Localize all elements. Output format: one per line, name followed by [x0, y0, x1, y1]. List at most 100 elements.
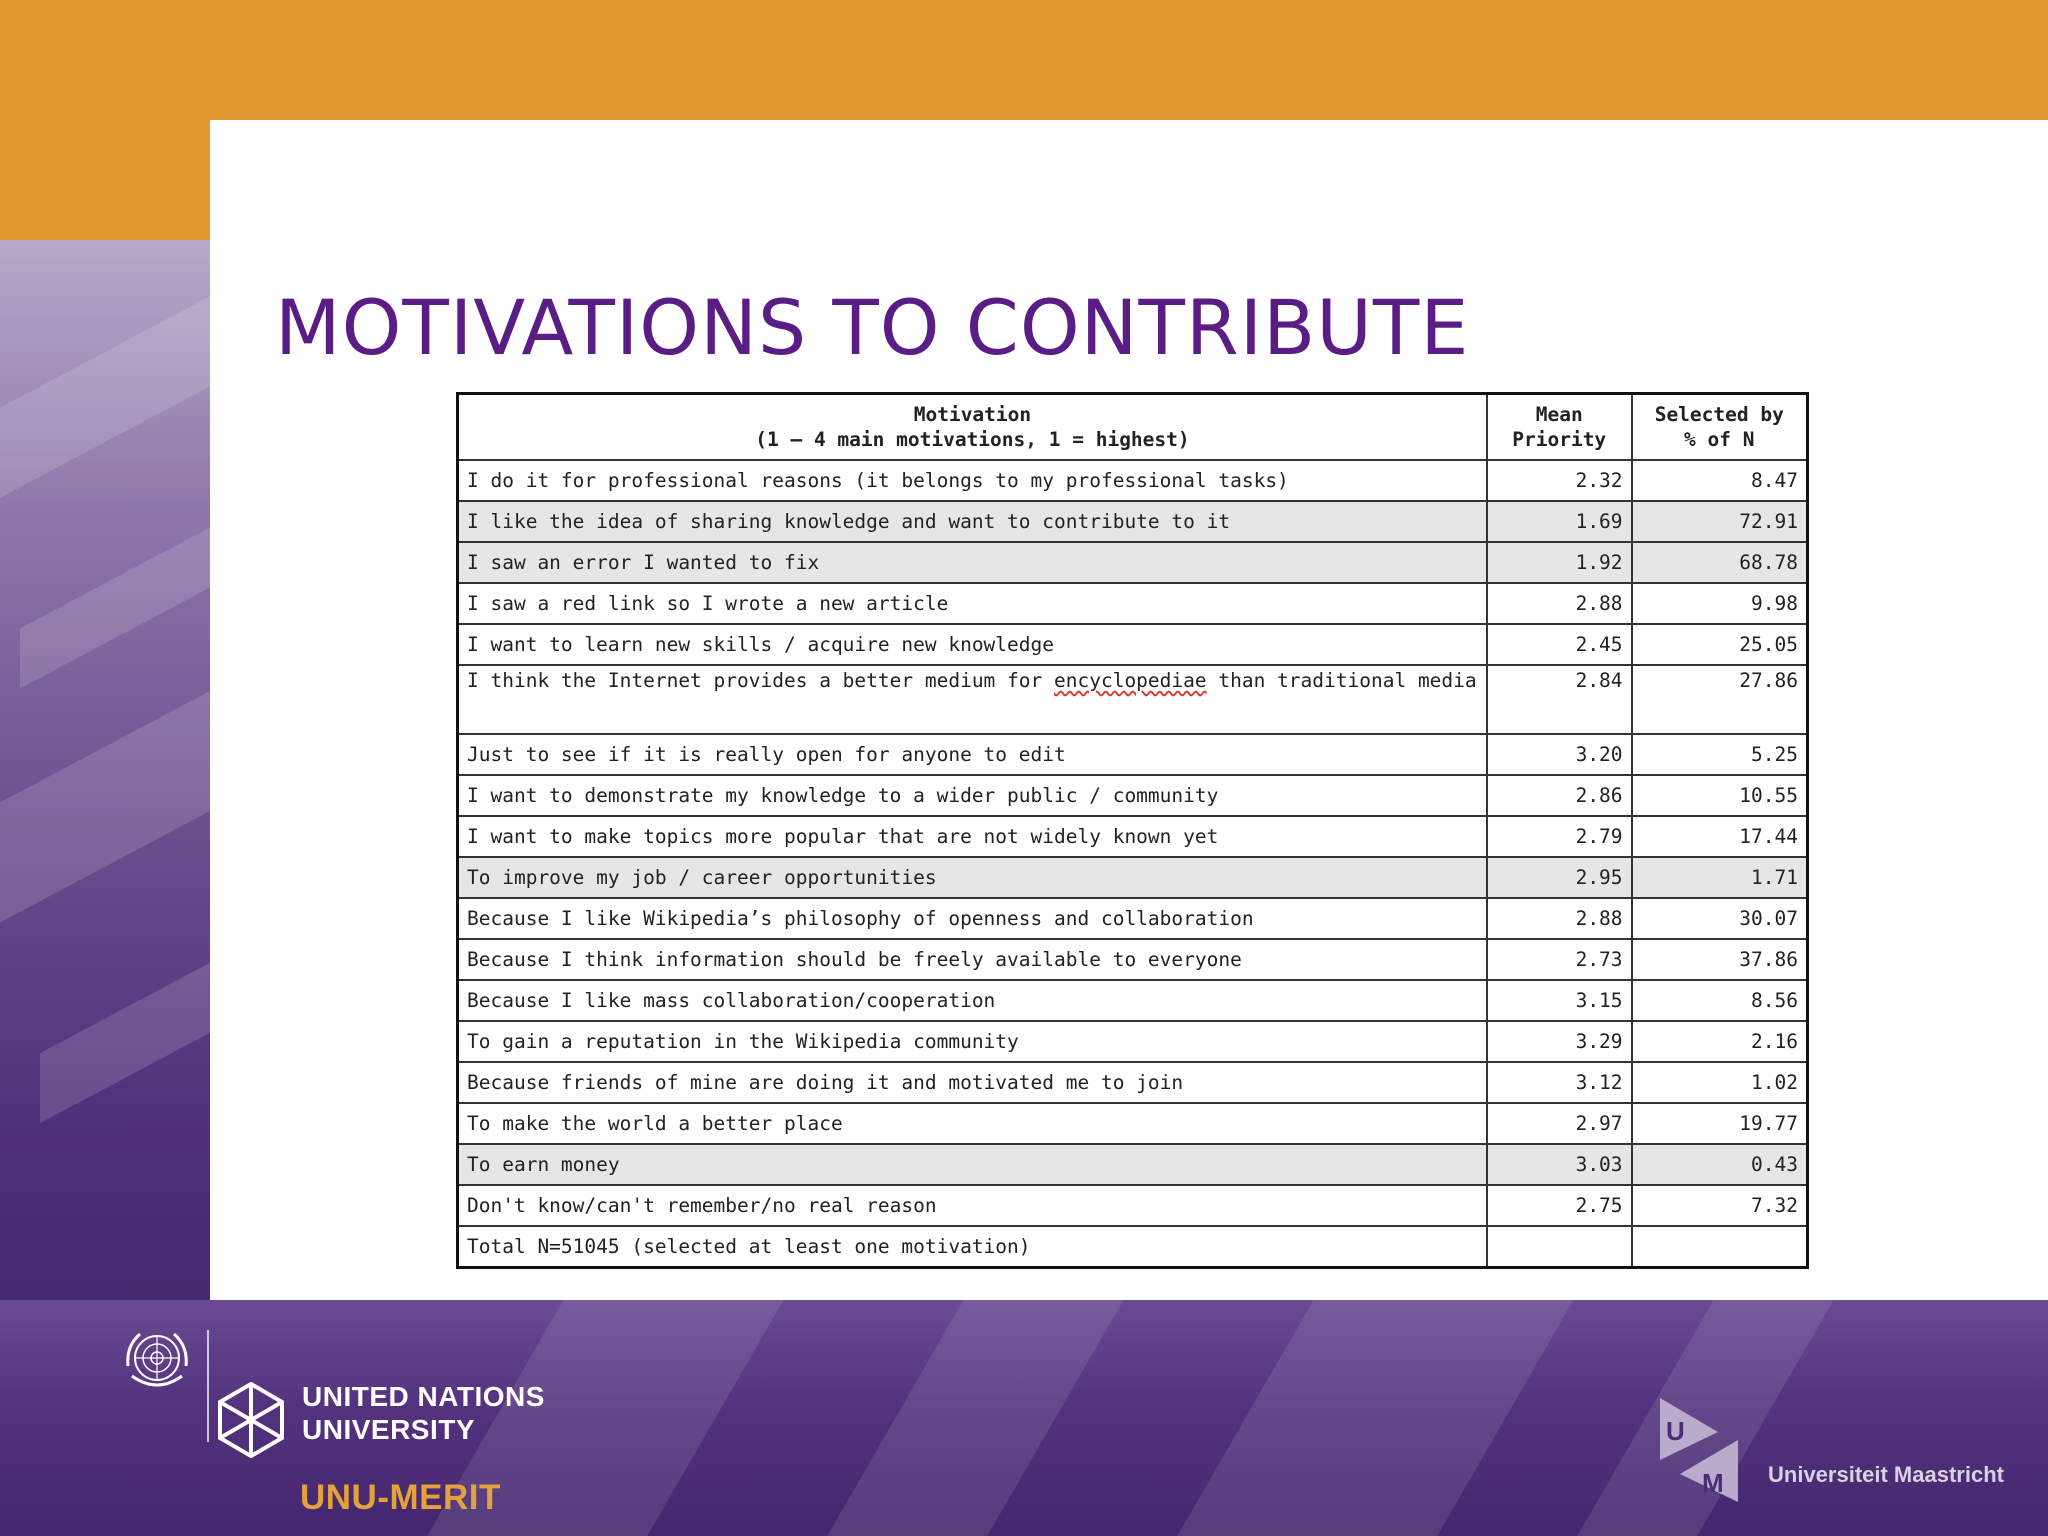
table-header-row: Motivation (1 – 4 main motivations, 1 = …	[456, 392, 1809, 461]
table-row: I want to learn new skills / acquire new…	[456, 623, 1809, 666]
header-selected-line1: Selected by	[1654, 403, 1784, 426]
un-emblem-icon	[126, 1332, 188, 1387]
mean-priority-cell: 2.45	[1485, 623, 1633, 666]
motivation-cell: I want to learn new skills / acquire new…	[456, 623, 1488, 666]
header-mean-priority: Mean Priority	[1485, 392, 1633, 461]
mean-priority-cell: 2.79	[1485, 815, 1633, 858]
header-motivation-line2: (1 – 4 main motivations, 1 = highest)	[755, 428, 1190, 451]
mean-priority-cell: 1.92	[1485, 541, 1633, 584]
motivation-text-part3: than traditional media	[1206, 669, 1477, 692]
mean-priority-cell: 2.95	[1485, 856, 1633, 899]
maastricht-wordmark: Universiteit Maastricht	[1768, 1462, 2004, 1487]
logo-divider	[207, 1330, 209, 1442]
motivation-cell: I want to demonstrate my knowledge to a …	[456, 774, 1488, 817]
table-row: I want to demonstrate my knowledge to a …	[456, 774, 1809, 817]
table-row: To make the world a better place 2.97 19…	[456, 1102, 1809, 1145]
motivation-cell: Just to see if it is really open for any…	[456, 733, 1488, 776]
um-letter-m: M	[1702, 1468, 1724, 1498]
motivation-cell: Because friends of mine are doing it and…	[456, 1061, 1488, 1104]
selected-pct-cell: 19.77	[1630, 1102, 1809, 1145]
left-purple-column	[0, 240, 210, 1300]
misspelled-word: encyclopediae	[1054, 669, 1207, 692]
unu-line2: UNIVERSITY	[302, 1414, 476, 1445]
motivation-cell: I think the Internet provides a better m…	[456, 664, 1488, 735]
mean-priority-cell: 2.32	[1485, 459, 1633, 502]
selected-pct-cell: 17.44	[1630, 815, 1809, 858]
mean-priority-cell: 2.86	[1485, 774, 1633, 817]
table-row: Because I like mass collaboration/cooper…	[456, 979, 1809, 1022]
selected-pct-cell: 27.86	[1630, 664, 1809, 735]
mean-priority-cell: 3.15	[1485, 979, 1633, 1022]
mean-priority-cell: 2.75	[1485, 1184, 1633, 1227]
header-mean-line1: Mean	[1535, 403, 1583, 426]
table-row: I think the Internet provides a better m…	[456, 664, 1809, 735]
top-orange-band	[0, 0, 2048, 120]
unu-line1: UNITED NATIONS	[302, 1381, 545, 1412]
unu-logo-icon	[218, 1382, 284, 1458]
table-row: I saw an error I wanted to fix 1.92 68.7…	[456, 541, 1809, 584]
footer-band	[0, 1300, 2048, 1536]
maastricht-logo-icon: U M	[1660, 1398, 1738, 1502]
header-selected-line2: % of N	[1684, 428, 1755, 451]
mean-priority-cell: 2.88	[1485, 582, 1633, 625]
selected-pct-cell: 1.71	[1630, 856, 1809, 899]
selected-pct-cell: 8.56	[1630, 979, 1809, 1022]
motivations-table: Motivation (1 – 4 main motivations, 1 = …	[456, 392, 1809, 1269]
left-orange-strip	[0, 120, 210, 240]
motivation-cell: To improve my job / career opportunities	[456, 856, 1488, 899]
total-cell: Total N=51045 (selected at least one mot…	[456, 1225, 1488, 1269]
mean-priority-cell: 2.73	[1485, 938, 1633, 981]
table-row: To gain a reputation in the Wikipedia co…	[456, 1020, 1809, 1063]
table-row: I do it for professional reasons (it bel…	[456, 459, 1809, 502]
table-row: To improve my job / career opportunities…	[456, 856, 1809, 899]
selected-pct-cell: 1.02	[1630, 1061, 1809, 1104]
header-motivation-line1: Motivation	[913, 403, 1032, 426]
motivation-cell: I saw a red link so I wrote a new articl…	[456, 582, 1488, 625]
motivation-text-part1: I think the Internet provides a better m…	[467, 669, 1054, 692]
selected-pct-cell: 5.25	[1630, 733, 1809, 776]
mean-priority-cell: 3.12	[1485, 1061, 1633, 1104]
table-row-total: Total N=51045 (selected at least one mot…	[456, 1225, 1809, 1269]
selected-pct-cell: 68.78	[1630, 541, 1809, 584]
table-row: Because friends of mine are doing it and…	[456, 1061, 1809, 1104]
unu-merit-wordmark: UNU-MERIT	[300, 1478, 501, 1517]
unu-wordmark: UNITED NATIONS UNIVERSITY	[302, 1380, 545, 1446]
table-row: To earn money 3.03 0.43	[456, 1143, 1809, 1186]
header-motivation: Motivation (1 – 4 main motivations, 1 = …	[456, 392, 1488, 461]
motivation-cell: Because I like mass collaboration/cooper…	[456, 979, 1488, 1022]
table-row: I want to make topics more popular that …	[456, 815, 1809, 858]
header-mean-line2: Priority	[1512, 428, 1607, 451]
mean-priority-cell: 1.69	[1485, 500, 1633, 543]
selected-pct-cell	[1630, 1225, 1809, 1269]
selected-pct-cell: 72.91	[1630, 500, 1809, 543]
selected-pct-cell: 8.47	[1630, 459, 1809, 502]
table-row: Just to see if it is really open for any…	[456, 733, 1809, 776]
selected-pct-cell: 0.43	[1630, 1143, 1809, 1186]
motivation-cell: Because I think information should be fr…	[456, 938, 1488, 981]
table-row: Because I like Wikipedia’s philosophy of…	[456, 897, 1809, 940]
motivation-cell: I like the idea of sharing knowledge and…	[456, 500, 1488, 543]
table-row: I like the idea of sharing knowledge and…	[456, 500, 1809, 543]
table-row: Because I think information should be fr…	[456, 938, 1809, 981]
motivation-cell: Don't know/can't remember/no real reason	[456, 1184, 1488, 1227]
mean-priority-cell: 3.03	[1485, 1143, 1633, 1186]
selected-pct-cell: 25.05	[1630, 623, 1809, 666]
motivation-cell: To make the world a better place	[456, 1102, 1488, 1145]
header-selected-by: Selected by % of N	[1630, 392, 1809, 461]
table-row: I saw a red link so I wrote a new articl…	[456, 582, 1809, 625]
motivation-cell: To earn money	[456, 1143, 1488, 1186]
mean-priority-cell: 3.20	[1485, 733, 1633, 776]
um-letter-u: U	[1666, 1416, 1685, 1446]
selected-pct-cell: 7.32	[1630, 1184, 1809, 1227]
mean-priority-cell: 3.29	[1485, 1020, 1633, 1063]
table-row: Don't know/can't remember/no real reason…	[456, 1184, 1809, 1227]
motivation-cell: To gain a reputation in the Wikipedia co…	[456, 1020, 1488, 1063]
motivation-cell: I do it for professional reasons (it bel…	[456, 459, 1488, 502]
mean-priority-cell: 2.84	[1485, 664, 1633, 735]
page-title: MOTIVATIONS TO CONTRIBUTE	[275, 282, 1470, 372]
motivation-cell: I saw an error I wanted to fix	[456, 541, 1488, 584]
motivation-cell: I want to make topics more popular that …	[456, 815, 1488, 858]
mean-priority-cell: 2.97	[1485, 1102, 1633, 1145]
mean-priority-cell: 2.88	[1485, 897, 1633, 940]
selected-pct-cell: 10.55	[1630, 774, 1809, 817]
